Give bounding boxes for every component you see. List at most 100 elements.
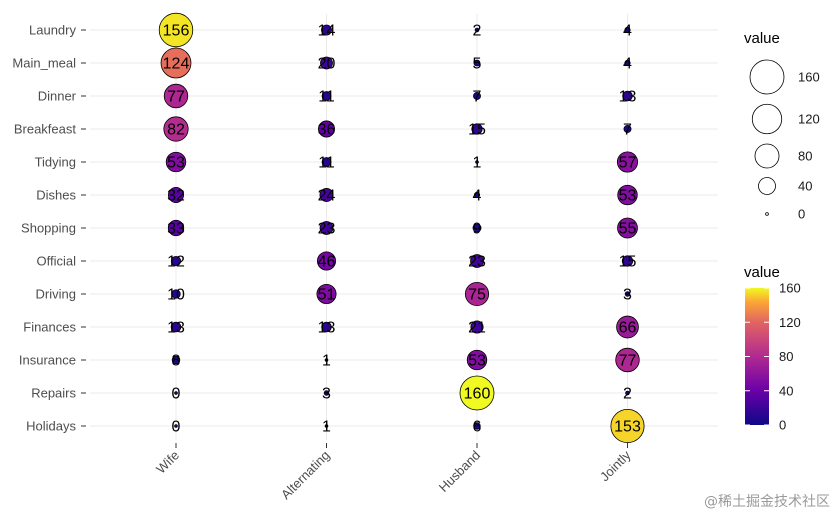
size-legend-label: 120 <box>798 112 820 127</box>
bubble <box>320 56 333 70</box>
bubble <box>624 26 631 34</box>
bubble-value-label: 7 <box>623 122 632 139</box>
row-label: Driving <box>36 287 76 302</box>
bubble <box>466 349 488 371</box>
bubble <box>324 358 329 362</box>
bubble <box>165 151 187 173</box>
bubbles-layer <box>158 12 645 444</box>
bubble-value-label: 12 <box>167 254 185 271</box>
row-label: Finances <box>23 320 76 335</box>
bubble-value-label: 23 <box>468 254 486 271</box>
bubble <box>160 47 192 79</box>
column-label: Wife <box>153 448 182 477</box>
bubble-value-label: 13 <box>318 320 336 337</box>
bubble <box>459 375 495 411</box>
bubble-value-label: 53 <box>619 188 637 205</box>
bubble-value-label: 77 <box>167 89 185 106</box>
bubble-value-label: 21 <box>468 320 486 337</box>
bubble <box>171 289 181 299</box>
column-label: Husband <box>436 448 483 495</box>
bubble <box>319 188 334 202</box>
column-axis-labels: Wife Alternating Husband Jointly <box>153 447 634 502</box>
color-legend-label: 120 <box>779 315 801 330</box>
row-label: Holidays <box>26 419 76 434</box>
bubble-value-label: 15 <box>619 254 637 271</box>
row-label: Shopping <box>21 221 76 236</box>
bubble-value-label: 55 <box>619 221 637 238</box>
color-legend-label: 0 <box>779 418 786 433</box>
bubble-value-label: 46 <box>318 254 336 271</box>
bubble <box>170 321 182 333</box>
bubble <box>473 422 481 430</box>
color-legend-label: 160 <box>779 281 801 296</box>
bubble <box>615 347 640 373</box>
size-legend-label: 0 <box>798 207 805 222</box>
size-legend-title: value <box>744 30 780 47</box>
bubble-value-label: 33 <box>167 221 185 238</box>
bubble-value-label: 2 <box>473 23 482 40</box>
row-label: Dishes <box>36 188 76 203</box>
bubble-value-label: 66 <box>619 320 637 337</box>
bubble-value-label: 57 <box>619 155 637 172</box>
size-legend-label: 80 <box>798 149 812 164</box>
bubble <box>167 186 184 203</box>
bubble <box>321 157 332 167</box>
bubble <box>621 255 634 267</box>
color-legend-label: 40 <box>779 383 793 398</box>
bubble <box>316 283 337 304</box>
size-legend-label: 40 <box>798 179 812 194</box>
bubble <box>623 125 632 133</box>
bubble <box>624 59 631 67</box>
bubble <box>171 355 181 365</box>
bubble <box>163 83 189 109</box>
bubble-value-label: 53 <box>167 155 185 172</box>
bubble-value-label: 0 <box>172 419 181 436</box>
bubble <box>616 315 639 339</box>
bubble <box>472 223 482 233</box>
bubble <box>321 321 332 333</box>
bubble-value-label: 3 <box>623 287 632 304</box>
bubble-value-label: 156 <box>163 23 190 40</box>
bubble-value-label: 15 <box>468 122 486 139</box>
row-label: Laundry <box>29 23 76 38</box>
bubble-value-label: 51 <box>318 287 336 304</box>
row-axis-labels: Laundry Main_meal Dinner Breakfeast Tidying D… <box>12 23 76 434</box>
bubble-value-label: 11 <box>318 155 335 172</box>
size-legend-key <box>749 59 785 95</box>
bubble-value-label: 75 <box>468 287 486 304</box>
bubble-value-label: 13 <box>167 320 185 337</box>
bubble <box>318 120 335 138</box>
bubble <box>617 217 638 239</box>
bubble-value-label: 3 <box>322 386 331 403</box>
bubble-value-label: 0 <box>172 386 181 403</box>
size-legend-label: 160 <box>798 70 820 85</box>
bubble-value-label: 53 <box>468 353 486 370</box>
bubble-value-label: 1 <box>322 419 331 436</box>
bubble <box>316 251 337 271</box>
bubble-value-label: 9 <box>473 221 482 238</box>
bubble-value-label: 14 <box>318 23 336 40</box>
bubble-value-label: 160 <box>464 386 491 403</box>
bubble-value-label: 4 <box>623 56 632 73</box>
bubble <box>174 424 178 428</box>
color-legend-title: value <box>744 264 780 281</box>
bubble-value-label: 36 <box>318 122 336 139</box>
bubble <box>610 408 645 444</box>
bubble-value-label: 77 <box>619 353 637 370</box>
bubble <box>174 391 178 395</box>
bubble <box>616 151 639 173</box>
bubble-value-label: 1 <box>473 155 482 172</box>
column-label: Alternating <box>278 448 333 503</box>
bubble <box>473 191 481 199</box>
row-label: Breakfeast <box>14 122 77 137</box>
size-legend-key <box>765 212 769 216</box>
bubble <box>323 390 330 396</box>
bubble-value-label: 153 <box>614 419 641 436</box>
bubble-value-label: 6 <box>473 419 482 436</box>
color-legend-label: 80 <box>779 349 793 364</box>
bubble <box>170 255 182 267</box>
bubble <box>622 90 633 102</box>
row-label: Tidying <box>35 155 76 170</box>
